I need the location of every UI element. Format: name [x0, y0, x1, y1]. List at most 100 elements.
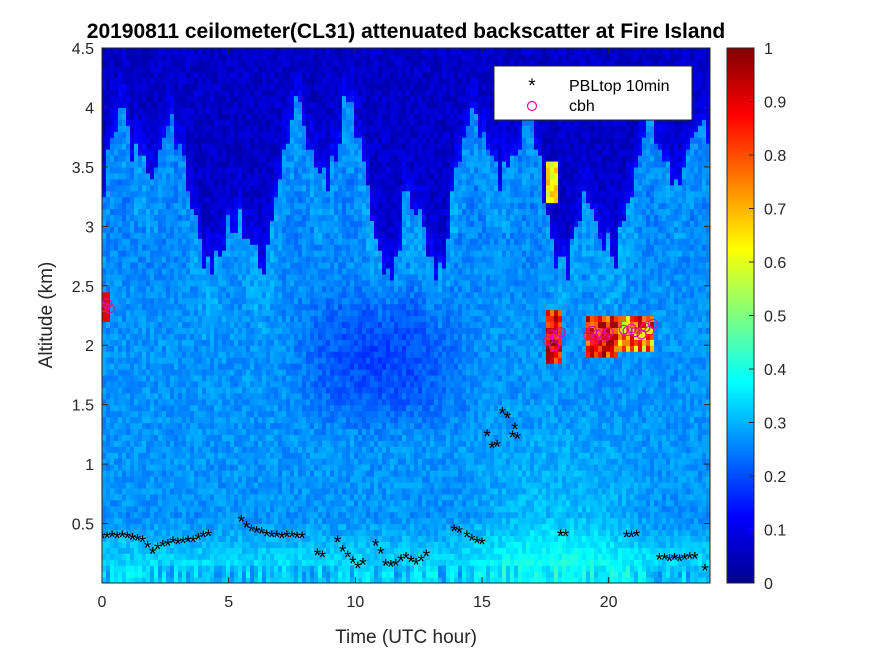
- heatmap-cell: [174, 95, 179, 103]
- heatmap-cell: [258, 577, 263, 583]
- heatmap-cell: [290, 59, 295, 67]
- heatmap-cell: [122, 481, 127, 489]
- heatmap-cell: [142, 125, 147, 132]
- heatmap-cell: [258, 184, 263, 192]
- heatmap-cell: [106, 487, 111, 495]
- heatmap-cell: [226, 529, 231, 537]
- heatmap-cell: [162, 83, 167, 91]
- heatmap-cell: [194, 386, 199, 394]
- heatmap-cell: [206, 95, 211, 103]
- heatmap-cell: [126, 232, 131, 239]
- heatmap-cell: [190, 481, 195, 489]
- heatmap-cell: [118, 101, 123, 109]
- heatmap-cell: [254, 345, 259, 352]
- heatmap-cell: [198, 172, 203, 180]
- heatmap-cell: [194, 297, 199, 305]
- heatmap-cell: [302, 493, 307, 501]
- heatmap-cell: [258, 71, 263, 79]
- heatmap-cell: [266, 511, 271, 519]
- heatmap-cell: [294, 160, 299, 168]
- heatmap-cell: [270, 143, 275, 150]
- heatmap-cell: [238, 238, 243, 245]
- heatmap-cell: [238, 315, 243, 323]
- heatmap-cell: [258, 119, 263, 126]
- heatmap-cell: [270, 244, 275, 251]
- heatmap-cell: [162, 59, 167, 67]
- heatmap-cell: [290, 416, 295, 424]
- heatmap-cell: [250, 143, 255, 150]
- heatmap-cell: [126, 166, 131, 174]
- heatmap-cell: [130, 481, 135, 489]
- heatmap-cell: [302, 238, 307, 245]
- heatmap-cell: [234, 166, 239, 174]
- heatmap-cell: [278, 464, 283, 471]
- heatmap-cell: [298, 541, 303, 548]
- heatmap-cell: [146, 297, 151, 305]
- heatmap-cell: [302, 327, 307, 334]
- heatmap-cell: [174, 184, 179, 192]
- heatmap-cell: [282, 511, 287, 519]
- heatmap-cell: [298, 577, 303, 583]
- heatmap-cell: [194, 553, 199, 560]
- heatmap-cell: [246, 434, 251, 441]
- heatmap-cell: [158, 244, 163, 251]
- heatmap-cell: [166, 160, 171, 168]
- heatmap-cell: [182, 77, 187, 85]
- heatmap-cell: [266, 196, 271, 204]
- heatmap-cell: [206, 262, 211, 269]
- heatmap-cell: [310, 137, 315, 144]
- heatmap-cell: [178, 464, 183, 471]
- heatmap-cell: [234, 392, 239, 400]
- heatmap-cell: [294, 547, 299, 554]
- heatmap-cell: [118, 89, 123, 97]
- heatmap-cell: [290, 137, 295, 144]
- heatmap-cell: [206, 493, 211, 501]
- heatmap-cell: [278, 434, 283, 441]
- heatmap-cell: [270, 77, 275, 85]
- heatmap-cell: [298, 476, 303, 483]
- heatmap-cell: [302, 95, 307, 103]
- heatmap-cell: [158, 464, 163, 471]
- heatmap-cell: [174, 535, 179, 542]
- heatmap-cell: [166, 529, 171, 537]
- heatmap-cell: [158, 357, 163, 364]
- heatmap-cell: [162, 428, 167, 435]
- heatmap-cell: [190, 517, 195, 525]
- heatmap-cell: [286, 363, 291, 370]
- heatmap-cell: [110, 279, 115, 287]
- heatmap-cell: [210, 345, 215, 352]
- heatmap-cell: [250, 125, 255, 132]
- heatmap-cell: [118, 155, 123, 162]
- heatmap-cell: [114, 446, 119, 453]
- heatmap-cell: [294, 386, 299, 394]
- heatmap-cell: [310, 89, 315, 97]
- heatmap-cell: [274, 238, 279, 245]
- heatmap-cell: [162, 279, 167, 287]
- heatmap-cell: [294, 285, 299, 293]
- heatmap-cell: [306, 404, 311, 412]
- heatmap-cell: [278, 315, 283, 323]
- heatmap-cell: [194, 238, 199, 245]
- heatmap-cell: [270, 404, 275, 412]
- heatmap-cell: [230, 279, 235, 287]
- heatmap-cell: [198, 452, 203, 459]
- heatmap-cell: [262, 309, 267, 317]
- heatmap-cell: [158, 416, 163, 424]
- heatmap-cell: [314, 321, 319, 328]
- heatmap-cell: [322, 565, 327, 572]
- heatmap-cell: [114, 101, 119, 109]
- heatmap-cell: [154, 297, 159, 305]
- heatmap-cell: [178, 363, 183, 370]
- heatmap-cell: [210, 517, 215, 525]
- heatmap-cell: [162, 333, 167, 340]
- heatmap-cell: [182, 541, 187, 548]
- heatmap-cell: [318, 178, 323, 186]
- heatmap-cell: [178, 309, 183, 317]
- heatmap-cell: [222, 380, 227, 388]
- heatmap-cell: [298, 113, 303, 120]
- heatmap-cell: [290, 315, 295, 323]
- heatmap-cell: [142, 345, 147, 352]
- heatmap-cell: [222, 48, 227, 55]
- heatmap-cell: [238, 53, 243, 61]
- heatmap-cell: [174, 446, 179, 453]
